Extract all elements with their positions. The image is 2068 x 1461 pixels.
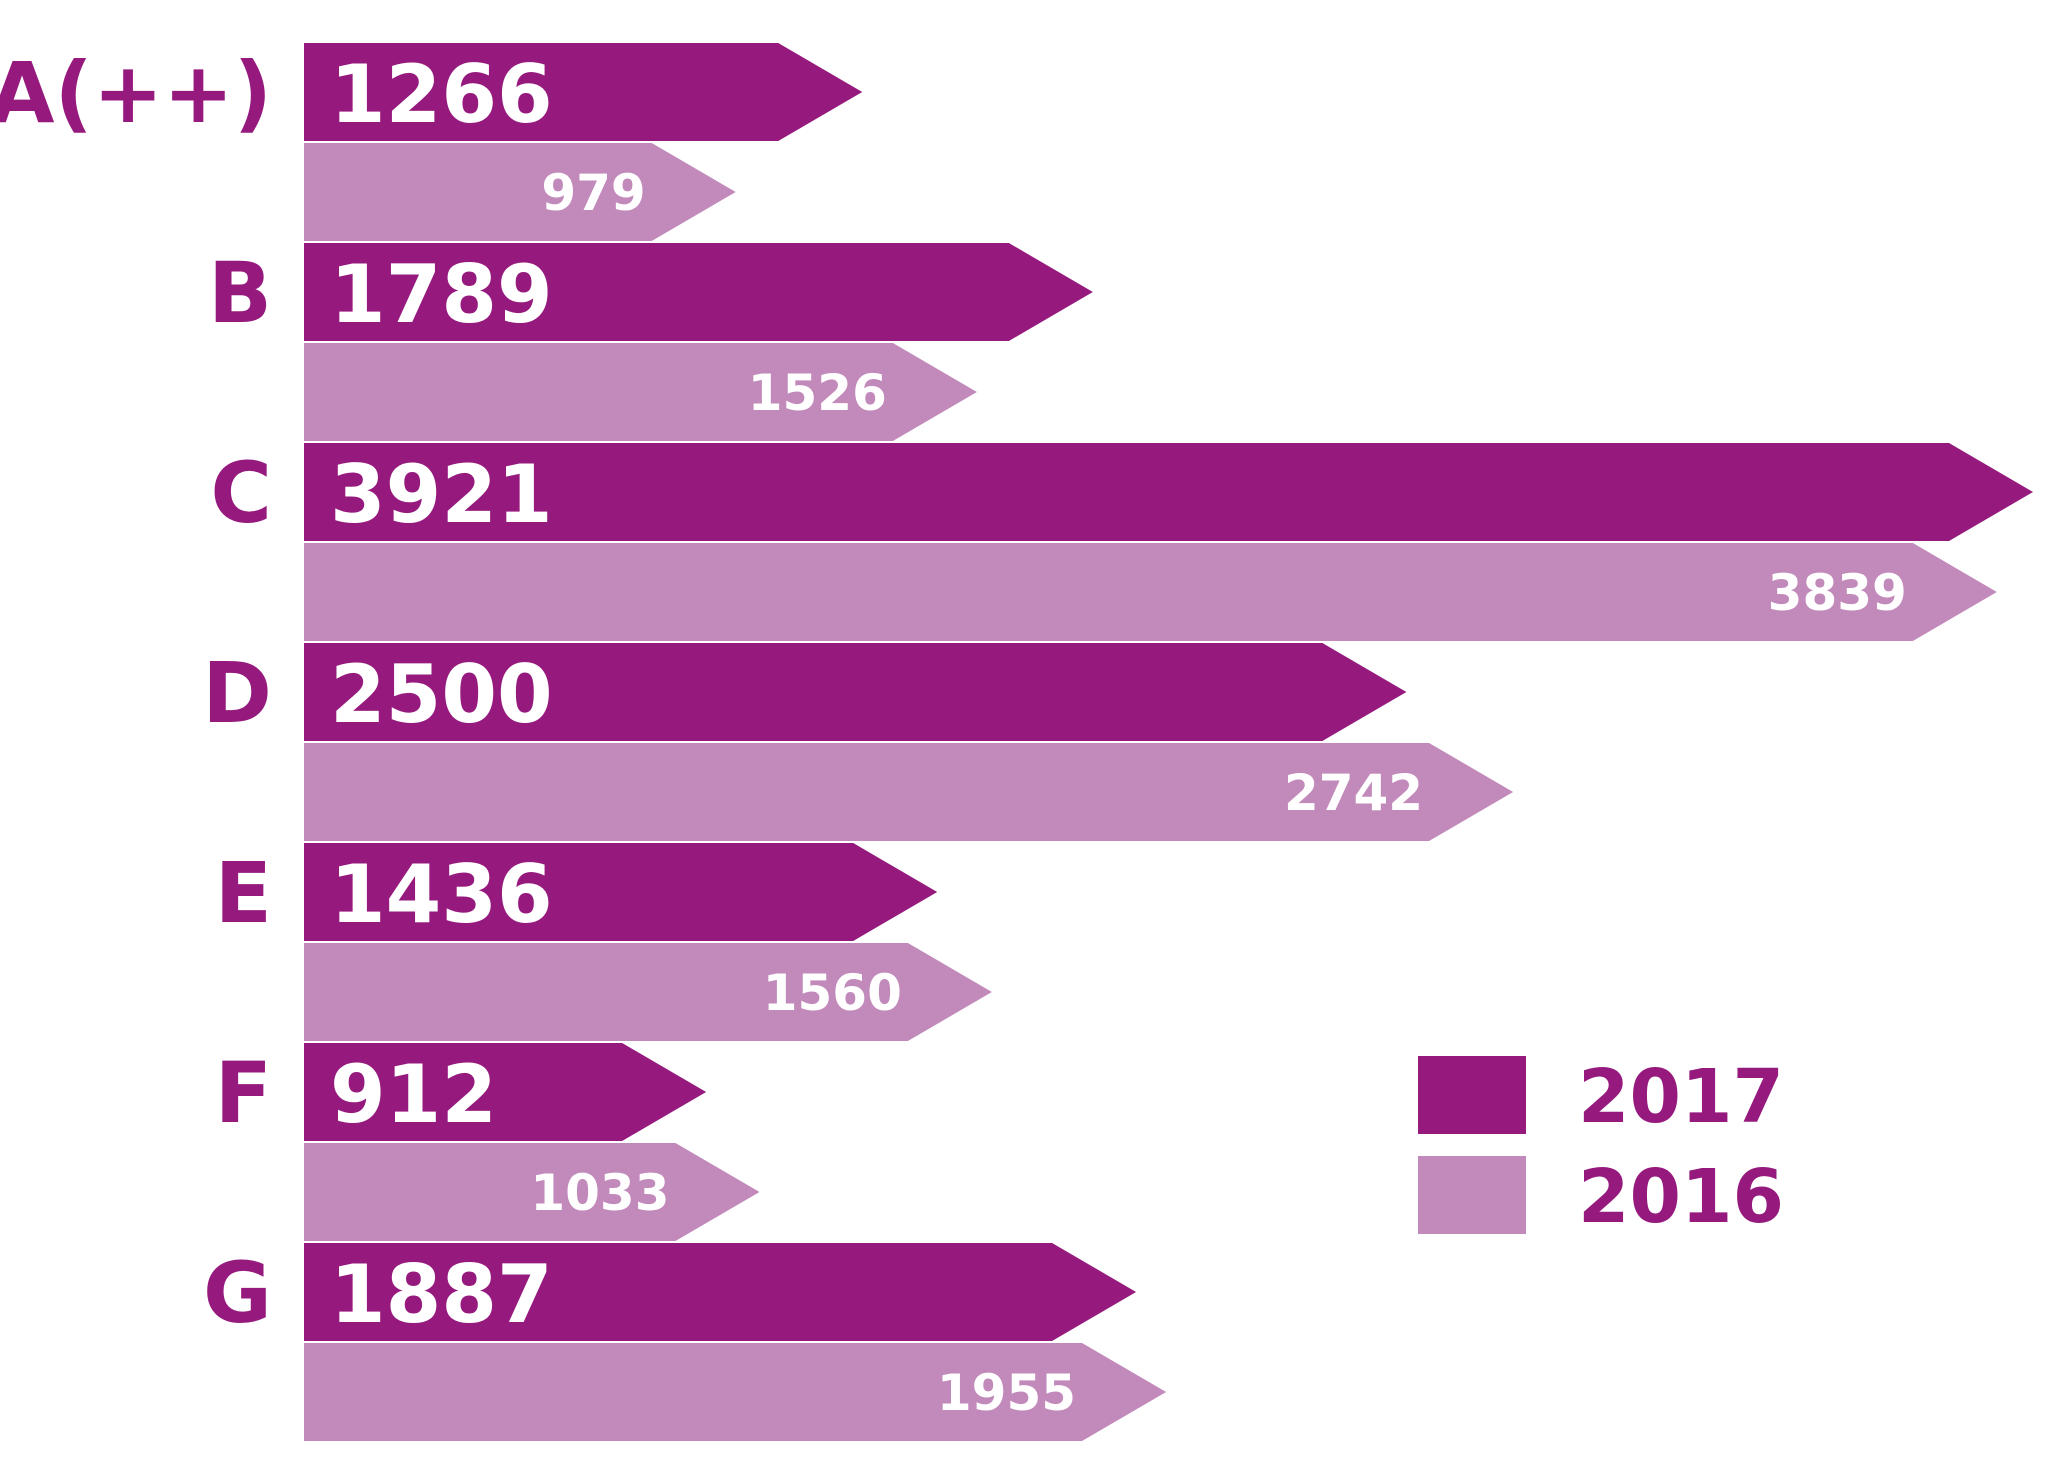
category-label: F [215,1044,272,1142]
category-label: E [215,844,272,942]
bar-2017-c [304,443,2033,541]
data-label-2017: 1789 [330,248,553,341]
bar-2016-e [304,943,992,1041]
bar-2016-f [304,1143,760,1241]
legend-swatch-2017 [1418,1056,1526,1134]
category-label: B [208,244,272,342]
data-label-2016: 1955 [937,1364,1076,1422]
category-label: C [210,444,272,542]
bar-2016-a [304,143,736,241]
data-label-2017: 3921 [330,448,553,541]
legend-label-2016: 2016 [1578,1154,1784,1240]
legend-swatch-2016 [1418,1156,1526,1234]
legend-label-2017: 2017 [1578,1054,1784,1140]
legend: 2017 2016 [1418,1054,1784,1240]
data-label-2016: 3839 [1768,564,1907,622]
data-label-2016: 979 [541,164,645,222]
data-label-2017: 1436 [330,848,553,941]
bar-2017-b [304,243,1093,341]
bar-2016-d [304,743,1514,841]
data-label-2016: 1560 [763,964,902,1022]
bar-2016-c [304,543,1997,641]
data-label-2017: 2500 [330,648,553,741]
category-label: D [202,644,272,742]
data-label-2016: 1526 [748,364,887,422]
bar-2017-e [304,843,938,941]
data-label-2017: 912 [330,1048,497,1141]
category-label: G [203,1244,272,1342]
bar-2017-d [304,643,1407,741]
data-label-2016: 2742 [1284,764,1423,822]
bar-2016-b [304,343,977,441]
bar-2017-g [304,1243,1137,1341]
bar-2016-g [304,1343,1167,1441]
bar-2017-a [304,43,863,141]
bars-layer: 1266 979 1789 1526 3921 3839 2500 2742 1436 1560 9… [304,43,2033,1441]
data-label-2017: 1887 [330,1248,553,1341]
data-label-2017: 1266 [330,48,553,141]
category-label: A(++) [0,44,272,142]
data-label-2016: 1033 [530,1164,669,1222]
bar-2017-f [304,1043,707,1141]
category-labels: A(++) B C D E F G [0,44,272,1342]
